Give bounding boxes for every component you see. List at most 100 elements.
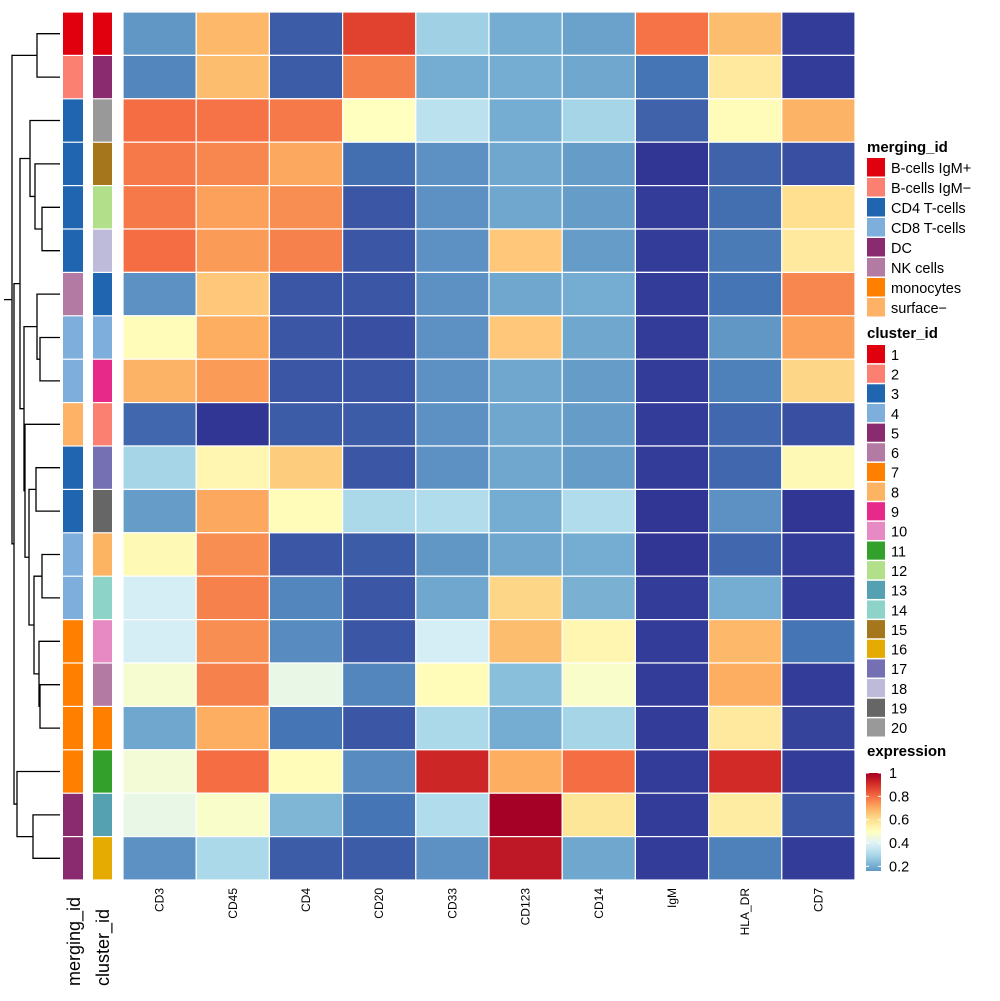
dendrogram-branch xyxy=(39,684,60,729)
heatmap-cell xyxy=(415,98,490,143)
heatmap-cell xyxy=(634,98,710,143)
heatmap-cell xyxy=(268,532,344,577)
heatmap-cell xyxy=(122,488,197,534)
heatmap-cell xyxy=(122,315,197,360)
cluster-id-legend-label: 14 xyxy=(891,603,907,619)
cluster-id-annotation-cell xyxy=(93,750,112,793)
heatmap-cell xyxy=(195,185,270,230)
heatmap-cell xyxy=(195,54,270,100)
cluster-id-legend-swatch xyxy=(867,718,885,737)
heatmap-cell xyxy=(268,228,344,274)
cluster-id-annotation-cell xyxy=(93,793,112,836)
heatmap-cells xyxy=(122,11,856,881)
heatmap-cell xyxy=(634,402,710,447)
heatmap-cell xyxy=(122,618,197,664)
heatmap-cell xyxy=(195,749,270,794)
cluster-id-legend-label: 12 xyxy=(891,564,907,580)
heatmap-cell xyxy=(634,575,710,621)
merging-id-legend-label: monocytes xyxy=(891,281,961,297)
cluster-id-annotation-cell xyxy=(93,273,112,316)
heatmap-cell xyxy=(122,662,197,708)
heatmap-cell xyxy=(195,228,270,274)
heatmap-cell xyxy=(342,445,417,491)
heatmap-cell xyxy=(268,54,344,100)
heatmap-cell xyxy=(634,54,710,100)
heatmap-cell xyxy=(268,445,344,491)
cluster-id-legend-label: 10 xyxy=(891,525,907,541)
dendrogram-branch xyxy=(39,336,60,382)
cluster-id-legend-swatch xyxy=(867,443,885,462)
cluster-id-annotation-cell xyxy=(93,12,112,55)
heatmap-cell xyxy=(561,618,637,664)
heatmap-cell xyxy=(781,575,856,621)
cluster-id-legend-swatch xyxy=(867,580,885,599)
heatmap-cell xyxy=(342,185,417,230)
heatmap-cell xyxy=(268,358,344,404)
cluster-id-legend-label: 17 xyxy=(891,662,907,678)
heatmap-cell xyxy=(268,662,344,708)
heatmap-cell xyxy=(634,662,710,708)
heatmap-cell xyxy=(122,228,197,274)
heatmap-cell xyxy=(122,54,197,100)
heatmap-cell xyxy=(488,141,563,187)
cluster-id-annotation-cell xyxy=(93,576,112,619)
heatmap-cell xyxy=(342,835,417,881)
heatmap-cell xyxy=(488,532,563,577)
heatmap-cell xyxy=(268,488,344,534)
heatmap-cell xyxy=(781,54,856,100)
heatmap-cell xyxy=(781,662,856,708)
column-label: CD123 xyxy=(519,888,533,926)
heatmap-cell xyxy=(415,141,490,187)
heatmap-cell xyxy=(561,705,637,751)
heatmap-cell xyxy=(488,835,563,881)
heatmap-cell xyxy=(561,532,637,577)
cluster-id-legend-swatch xyxy=(867,403,885,423)
heatmap-cell xyxy=(634,792,710,838)
heatmap-cell xyxy=(707,705,783,751)
column-label: CD7 xyxy=(811,888,825,912)
cluster-id-legend-swatch xyxy=(867,345,885,364)
merging-id-annotation-cell xyxy=(63,533,83,576)
heatmap-cell xyxy=(707,835,783,881)
heatmap-cell xyxy=(268,705,344,751)
dendrogram-branch xyxy=(24,423,60,558)
cluster-id-legend-label: 7 xyxy=(891,466,899,482)
cluster-id-legend-title: cluster_id xyxy=(867,325,938,342)
dendrogram-branch xyxy=(36,33,60,78)
cluster-id-legend-swatch xyxy=(867,502,885,521)
heatmap-cell xyxy=(561,185,637,230)
heatmap-cell xyxy=(268,792,344,838)
heatmap-cell xyxy=(488,662,563,708)
heatmap-cell xyxy=(781,315,856,360)
heatmap-cell xyxy=(634,618,710,664)
dendrogram-branch xyxy=(41,553,60,599)
merging-id-annotation-cell xyxy=(63,316,83,359)
heatmap-cell xyxy=(342,792,417,838)
dendrogram-branch xyxy=(19,157,30,410)
heatmap-cell xyxy=(707,315,783,360)
column-label: CD14 xyxy=(592,888,606,919)
heatmap-cell xyxy=(781,445,856,491)
heatmap-cell xyxy=(561,662,637,708)
cluster-id-legend-label: 9 xyxy=(891,505,899,521)
heatmap-cell xyxy=(195,402,270,447)
heatmap-cell xyxy=(122,402,197,447)
cluster-id-annotation-cell xyxy=(93,837,112,880)
merging-id-legend-swatch xyxy=(867,158,885,177)
heatmap-cell xyxy=(561,749,637,794)
heatmap-cell xyxy=(781,11,856,57)
colorbar-tick-label: 1 xyxy=(889,766,897,782)
cluster-id-legend-swatch xyxy=(867,482,885,501)
heatmap-cell xyxy=(634,358,710,404)
heatmap-cell xyxy=(122,271,197,317)
heatmap-cell xyxy=(634,445,710,491)
heatmap-cell xyxy=(415,54,490,100)
cluster-id-legend-swatch xyxy=(867,600,885,619)
dendrogram-branch xyxy=(41,206,60,252)
heatmap-cell xyxy=(268,575,344,621)
dendrogram-branch xyxy=(35,467,60,512)
heatmap-cell xyxy=(415,315,490,360)
cluster-id-legend: cluster_id 12345678910111213141516171819… xyxy=(867,325,938,737)
heatmap-cell xyxy=(488,749,563,794)
